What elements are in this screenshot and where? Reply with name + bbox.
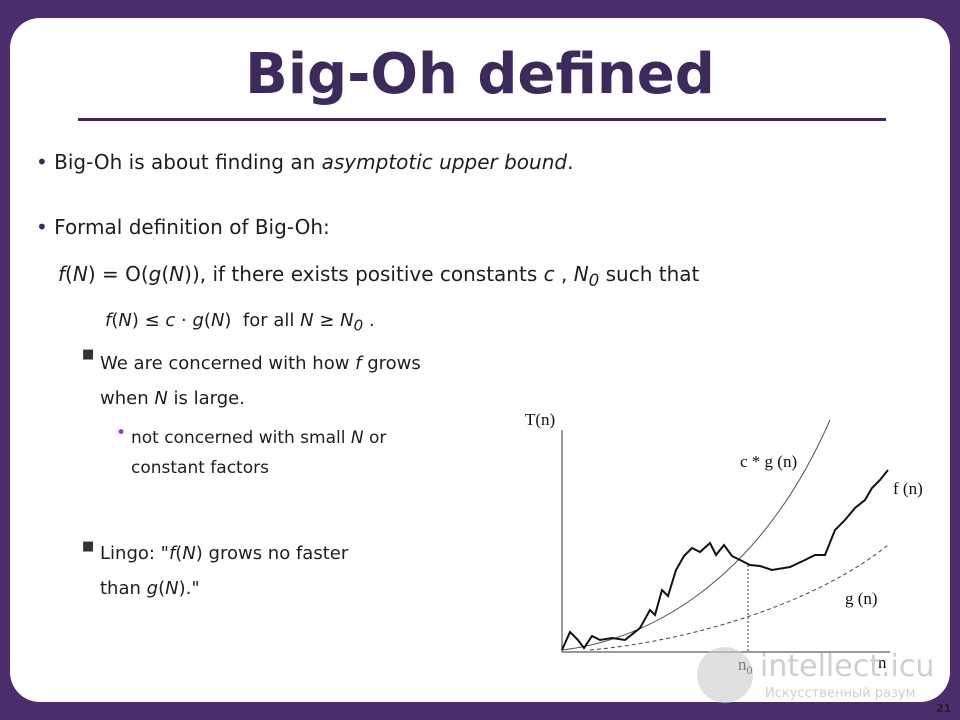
text-run: ( <box>203 310 211 331</box>
text-run: g <box>192 310 204 331</box>
text-run: not concerned with small <box>131 428 351 448</box>
slide-title: Big-Oh defined <box>245 42 715 107</box>
sub-bullet: We are concerned with how f grows when N… <box>100 346 445 416</box>
x-label: n <box>878 653 887 672</box>
bullet: • Formal definition of Big-Oh: <box>36 215 330 239</box>
text-run: ≥ <box>313 310 341 331</box>
text-run: such that <box>599 262 700 286</box>
text-run: ( <box>158 578 166 599</box>
text-run: 0 <box>588 271 600 290</box>
text-run: , if there exists positive constants <box>199 262 544 286</box>
text-run: N <box>300 310 314 331</box>
sub-sub-bullet: not concerned with small N or constant f… <box>131 423 431 483</box>
text-run: g <box>148 262 162 286</box>
text-run: f <box>105 310 112 331</box>
text-run: N <box>118 310 132 331</box>
text-run: ( <box>65 262 73 286</box>
cg-label: c * g (n) <box>740 452 797 471</box>
sub-bullet-marker: ■ <box>82 539 95 554</box>
text-run: )." <box>178 578 200 599</box>
g-curve <box>589 544 889 651</box>
watermark-logo <box>697 647 753 703</box>
text-run: ) ≤ <box>131 310 166 331</box>
sub-bullet: Lingo: "f(N) grows no faster than g(N)." <box>100 536 360 606</box>
text-run: c <box>165 310 176 331</box>
cg-curve <box>561 419 831 651</box>
text-run: , <box>554 262 574 286</box>
text-run: ( <box>161 262 170 286</box>
text-run: ) for all <box>224 310 301 331</box>
sub-sub-bullet-marker: • <box>116 423 127 443</box>
f-curve <box>561 469 889 651</box>
text-run: N <box>573 262 589 286</box>
text-run: asymptotic upper bound <box>321 150 568 174</box>
text-run: Formal definition of Big-Oh: <box>54 215 330 239</box>
title-rule <box>78 118 886 121</box>
slide <box>10 18 950 702</box>
text-run: N <box>72 262 88 286</box>
watermark-tagline: Искусственный разум <box>765 686 915 701</box>
page-number: 21 <box>936 702 951 715</box>
definition-line: f(N) = O(g(N)), if there exists positive… <box>58 262 699 290</box>
text-run: N <box>182 543 196 564</box>
text-run: N <box>154 388 168 409</box>
text-run: N <box>165 578 179 599</box>
definition-formula: f(N) ≤ c · g(N) for all N ≥ N0 . <box>105 310 375 335</box>
sub-bullet-marker: ■ <box>82 347 95 362</box>
text-run: c <box>543 262 555 286</box>
watermark-site: intellect.icu <box>760 649 934 684</box>
text-run: ( <box>175 543 183 564</box>
text-run: . <box>363 310 375 331</box>
text-run: Big-Oh is about finding an <box>54 150 322 174</box>
text-run: We are concerned with how <box>100 353 356 374</box>
text-run: ) grows no faster than <box>100 543 349 599</box>
text-run: f <box>58 262 66 286</box>
f-label: f (n) <box>893 479 923 498</box>
g-label: g (n) <box>845 589 878 608</box>
text-run: Lingo: " <box>100 543 169 564</box>
text-run: g <box>146 578 159 599</box>
bullet: • Big-Oh is about finding an asymptotic … <box>36 150 574 174</box>
text-run: grows when <box>100 353 421 409</box>
text-run: is large. <box>167 388 245 409</box>
text-run: 0 <box>353 316 364 335</box>
text-run: ( <box>111 310 119 331</box>
text-run: f <box>168 543 176 564</box>
text-run: N <box>210 310 225 331</box>
text-run: N <box>340 310 354 331</box>
text-run: or constant factors <box>131 428 387 478</box>
text-run: N <box>169 262 185 286</box>
text-run: . <box>567 150 574 174</box>
text-run: · <box>175 310 193 331</box>
text-run: )) <box>184 262 200 286</box>
text-run: N <box>350 428 364 448</box>
text-run: f <box>355 353 362 374</box>
text-run: ) = O( <box>87 262 149 286</box>
y-label: T(n) <box>525 410 555 429</box>
